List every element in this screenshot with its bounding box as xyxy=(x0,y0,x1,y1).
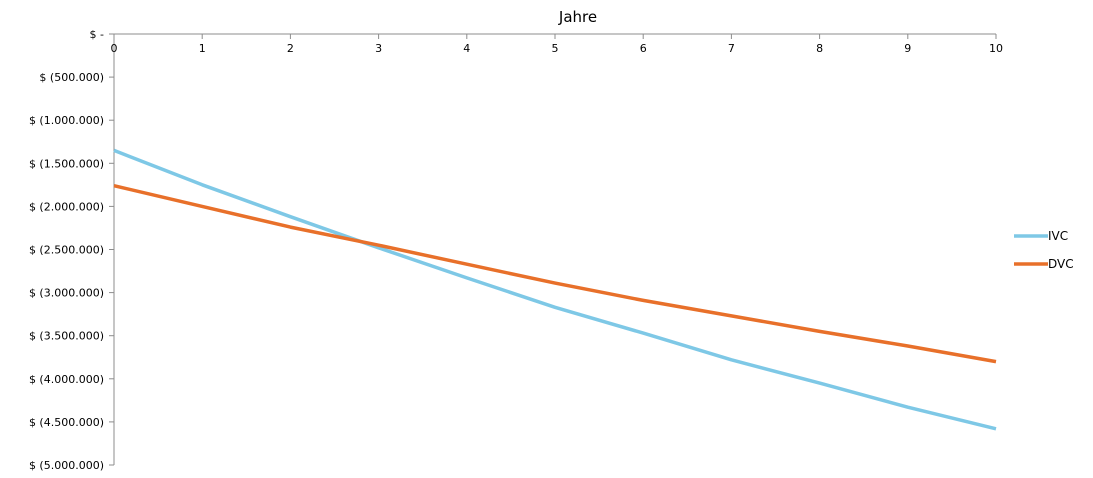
x-tick-label: 8 xyxy=(816,42,823,55)
series-group xyxy=(113,148,997,431)
legend-label-dvc: DVC xyxy=(1048,257,1074,271)
x-tick-label: 0 xyxy=(111,42,118,55)
x-tick-label: 5 xyxy=(552,42,559,55)
y-tick-label: $ (2.500.000) xyxy=(29,244,104,257)
x-tick-label: 3 xyxy=(375,42,382,55)
series-line-ivc xyxy=(113,148,997,431)
x-tick-label: 10 xyxy=(989,42,1003,55)
y-tick-label: $ (500.000) xyxy=(39,71,104,84)
y-tick-label: $ (3.000.000) xyxy=(29,287,104,300)
legend-group: IVC DVC xyxy=(1014,229,1074,271)
x-tick-label: 2 xyxy=(287,42,294,55)
y-tick-label: $ (1.500.000) xyxy=(29,157,104,170)
y-tick-label: $ (2.000.000) xyxy=(29,200,104,213)
x-tick-label: 4 xyxy=(463,42,470,55)
axes-group xyxy=(109,33,997,466)
y-tick-label: $ (4.500.000) xyxy=(29,416,104,429)
x-axis-title: Jahre xyxy=(558,8,597,26)
labels-group: 0 1 2 3 4 5 6 7 8 9 10 $ - $ (500.000) $ (1.000.000) $… xyxy=(29,8,1003,472)
x-tick-label: 7 xyxy=(728,42,735,55)
y-tick-label: $ (4.000.000) xyxy=(29,373,104,386)
y-tick-label: $ (3.500.000) xyxy=(29,330,104,343)
y-tick-label: $ (5.000.000) xyxy=(29,459,104,472)
legend-label-ivc: IVC xyxy=(1048,229,1068,243)
x-tick-label: 9 xyxy=(904,42,911,55)
x-tick-label: 6 xyxy=(640,42,647,55)
y-tick-label: $ (1.000.000) xyxy=(29,114,104,127)
x-tick-label: 1 xyxy=(199,42,206,55)
y-tick-label: $ - xyxy=(90,28,104,41)
series-line-dvc xyxy=(113,183,997,364)
